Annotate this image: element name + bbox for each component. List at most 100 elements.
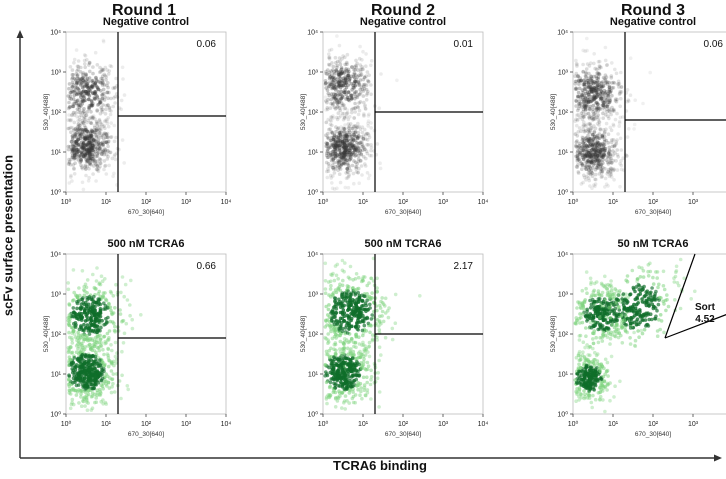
event-dot: [589, 161, 594, 165]
event-dot: [69, 140, 74, 144]
event-dot: [67, 378, 71, 382]
event-dot: [364, 131, 369, 136]
event-dot: [324, 108, 328, 112]
event-dot: [581, 340, 586, 345]
panel-title: Negative control: [103, 16, 189, 28]
event-dot: [589, 95, 594, 99]
event-dot: [336, 168, 340, 173]
event-dot: [607, 149, 612, 153]
event-dot: [332, 388, 336, 393]
event-dot: [657, 318, 661, 322]
event-dot: [610, 93, 614, 98]
event-dot: [90, 129, 95, 134]
event-dot: [609, 156, 613, 161]
event-dot: [76, 81, 81, 85]
event-dot: [104, 75, 109, 79]
event-dot: [577, 338, 582, 342]
event-dot: [574, 79, 578, 84]
event-dot: [85, 76, 90, 81]
event-dot: [129, 278, 133, 283]
event-dot: [378, 314, 382, 319]
event-dot: [86, 401, 90, 405]
event-dot: [125, 384, 130, 388]
event-dot: [596, 106, 600, 111]
event-dot: [363, 393, 368, 398]
event-dot: [73, 127, 77, 132]
event-dot: [70, 142, 75, 147]
event-dot: [74, 148, 78, 152]
event-dot: [82, 123, 87, 128]
event-dot: [642, 294, 647, 299]
event-dot: [84, 89, 88, 94]
event-dot: [346, 352, 351, 357]
event-dot: [93, 89, 97, 94]
event-dot: [97, 157, 102, 161]
event-dot: [595, 166, 599, 170]
event-dot: [74, 141, 79, 146]
event-dot: [98, 158, 103, 162]
event-dot: [99, 274, 104, 279]
event-dot: [80, 146, 85, 150]
event-dot: [69, 97, 74, 101]
event-dot: [83, 165, 87, 169]
event-dot: [347, 375, 351, 379]
event-dot: [365, 70, 370, 74]
event-dot: [617, 121, 622, 125]
event-dot: [598, 128, 603, 132]
event-dot: [598, 397, 602, 402]
event-dot: [338, 350, 343, 354]
event-dot: [79, 77, 83, 82]
event-dot: [588, 370, 593, 375]
event-dot: [100, 74, 105, 78]
event-dot: [90, 323, 95, 327]
event-dot: [588, 184, 592, 188]
x-tick-label: 10²: [398, 199, 409, 206]
event-dot: [579, 392, 583, 397]
event-dot: [103, 297, 108, 302]
event-dot: [606, 320, 611, 325]
event-dot: [89, 103, 93, 107]
event-dot: [102, 72, 106, 77]
y-tick-label: 10⁴: [50, 252, 61, 259]
event-dot: [90, 146, 94, 150]
event-dot: [78, 131, 82, 136]
event-dot: [71, 90, 75, 94]
event-dot: [332, 355, 336, 360]
event-dot: [585, 309, 589, 314]
event-dot: [79, 404, 84, 409]
event-dot: [576, 170, 581, 174]
event-dot: [103, 291, 107, 295]
event-dot: [352, 305, 356, 310]
event-dot: [331, 116, 335, 120]
event-dot: [73, 151, 77, 155]
event-dot: [356, 171, 360, 175]
event-dot: [86, 140, 90, 145]
event-dot: [578, 159, 582, 163]
event-dot: [72, 76, 77, 81]
event-dot: [334, 273, 339, 278]
event-dot: [574, 58, 578, 63]
event-dot: [86, 344, 90, 348]
event-dot: [88, 151, 93, 155]
event-dot: [358, 63, 363, 67]
event-dot: [336, 111, 341, 115]
event-dot: [86, 84, 90, 88]
event-dot: [395, 78, 399, 83]
x-tick-label: 10⁰: [61, 198, 72, 206]
event-dot: [87, 147, 92, 151]
event-dot: [84, 326, 88, 330]
event-dot: [71, 147, 75, 152]
event-dot: [90, 129, 94, 133]
event-dot: [80, 101, 85, 106]
event-dot: [609, 76, 614, 80]
event-dot: [91, 156, 95, 161]
event-dot: [105, 83, 109, 88]
panel-y-axis-label: 530_40[488]: [550, 94, 557, 130]
event-dot: [76, 59, 81, 63]
event-dot: [348, 388, 352, 393]
event-dot: [92, 294, 96, 299]
event-dot: [621, 115, 625, 119]
event-dot: [581, 48, 585, 53]
event-dot: [610, 160, 614, 165]
event-dot: [390, 337, 395, 342]
